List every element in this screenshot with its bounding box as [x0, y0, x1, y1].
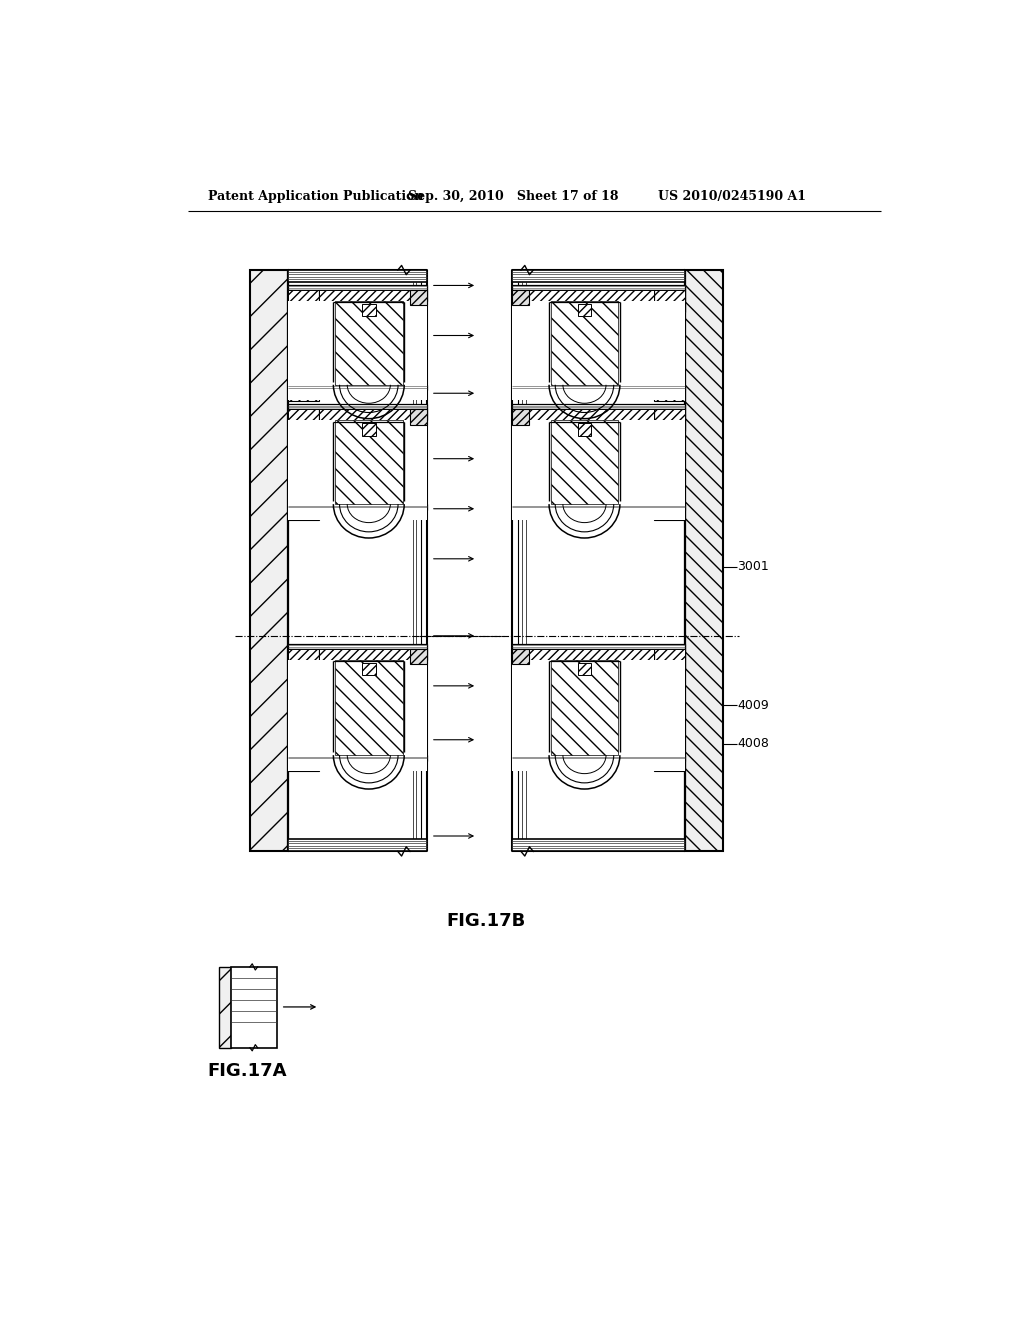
Bar	[512, 301, 685, 400]
Bar	[512, 385, 685, 391]
Bar	[654, 409, 685, 430]
Bar	[289, 649, 319, 671]
Text: Patent Application Publication: Patent Application Publication	[208, 190, 423, 203]
Bar	[289, 649, 319, 671]
Bar	[654, 290, 685, 312]
Bar	[512, 504, 685, 510]
Bar	[512, 290, 654, 301]
Bar	[512, 409, 528, 425]
Text: 3001: 3001	[737, 560, 769, 573]
Bar	[512, 271, 685, 282]
Bar	[654, 290, 685, 312]
Bar	[512, 290, 654, 301]
Bar	[289, 760, 319, 771]
Bar	[578, 424, 592, 436]
Bar	[654, 649, 685, 671]
Text: FIG.17A: FIG.17A	[208, 1061, 287, 1080]
Bar	[551, 660, 618, 755]
Bar	[289, 420, 427, 520]
Bar	[289, 840, 427, 851]
Bar	[289, 755, 427, 760]
Bar	[361, 663, 376, 675]
Bar	[289, 644, 427, 649]
Bar	[361, 424, 376, 436]
Bar	[319, 290, 427, 301]
Bar	[250, 271, 289, 851]
Bar	[654, 391, 685, 401]
Bar	[578, 663, 592, 675]
Bar	[410, 409, 427, 425]
Bar	[289, 271, 427, 282]
Bar	[335, 301, 402, 385]
Bar	[289, 285, 427, 290]
Bar	[578, 304, 592, 317]
Bar	[289, 510, 319, 520]
Bar	[512, 755, 685, 760]
Bar	[289, 391, 319, 401]
Bar	[230, 966, 276, 1048]
Bar	[289, 660, 427, 771]
Bar	[319, 409, 427, 420]
Bar	[335, 420, 402, 504]
Bar	[219, 966, 230, 1048]
Bar	[512, 660, 685, 771]
Bar	[319, 649, 427, 660]
Bar	[319, 290, 427, 301]
Bar	[289, 385, 427, 391]
Bar	[512, 285, 685, 290]
Bar	[512, 649, 654, 660]
Bar	[685, 271, 724, 851]
Bar	[289, 404, 427, 409]
Bar	[512, 420, 685, 520]
Bar	[512, 649, 528, 664]
Bar	[512, 409, 654, 420]
Bar	[512, 649, 654, 660]
Bar	[512, 840, 685, 851]
Text: Sep. 30, 2010   Sheet 17 of 18: Sep. 30, 2010 Sheet 17 of 18	[408, 190, 618, 203]
Bar	[654, 649, 685, 671]
Bar	[289, 504, 427, 510]
Bar	[335, 660, 402, 755]
Bar	[512, 404, 685, 409]
Bar	[512, 409, 654, 420]
Text: 4008: 4008	[737, 737, 769, 750]
Text: US 2010/0245190 A1: US 2010/0245190 A1	[658, 190, 806, 203]
Bar	[654, 409, 685, 430]
Bar	[654, 510, 685, 520]
Bar	[289, 290, 319, 312]
Bar	[289, 290, 319, 312]
Bar	[512, 644, 685, 649]
Bar	[654, 760, 685, 771]
Bar	[551, 420, 618, 504]
Bar	[319, 649, 427, 660]
Text: FIG.17B: FIG.17B	[446, 912, 525, 929]
Text: 4009: 4009	[737, 698, 769, 711]
Bar	[289, 409, 319, 430]
Bar	[410, 649, 427, 664]
Bar	[410, 290, 427, 305]
Bar	[512, 290, 528, 305]
Bar	[551, 301, 618, 385]
Bar	[289, 409, 319, 430]
Bar	[319, 409, 427, 420]
Bar	[361, 304, 376, 317]
Bar	[289, 301, 427, 400]
